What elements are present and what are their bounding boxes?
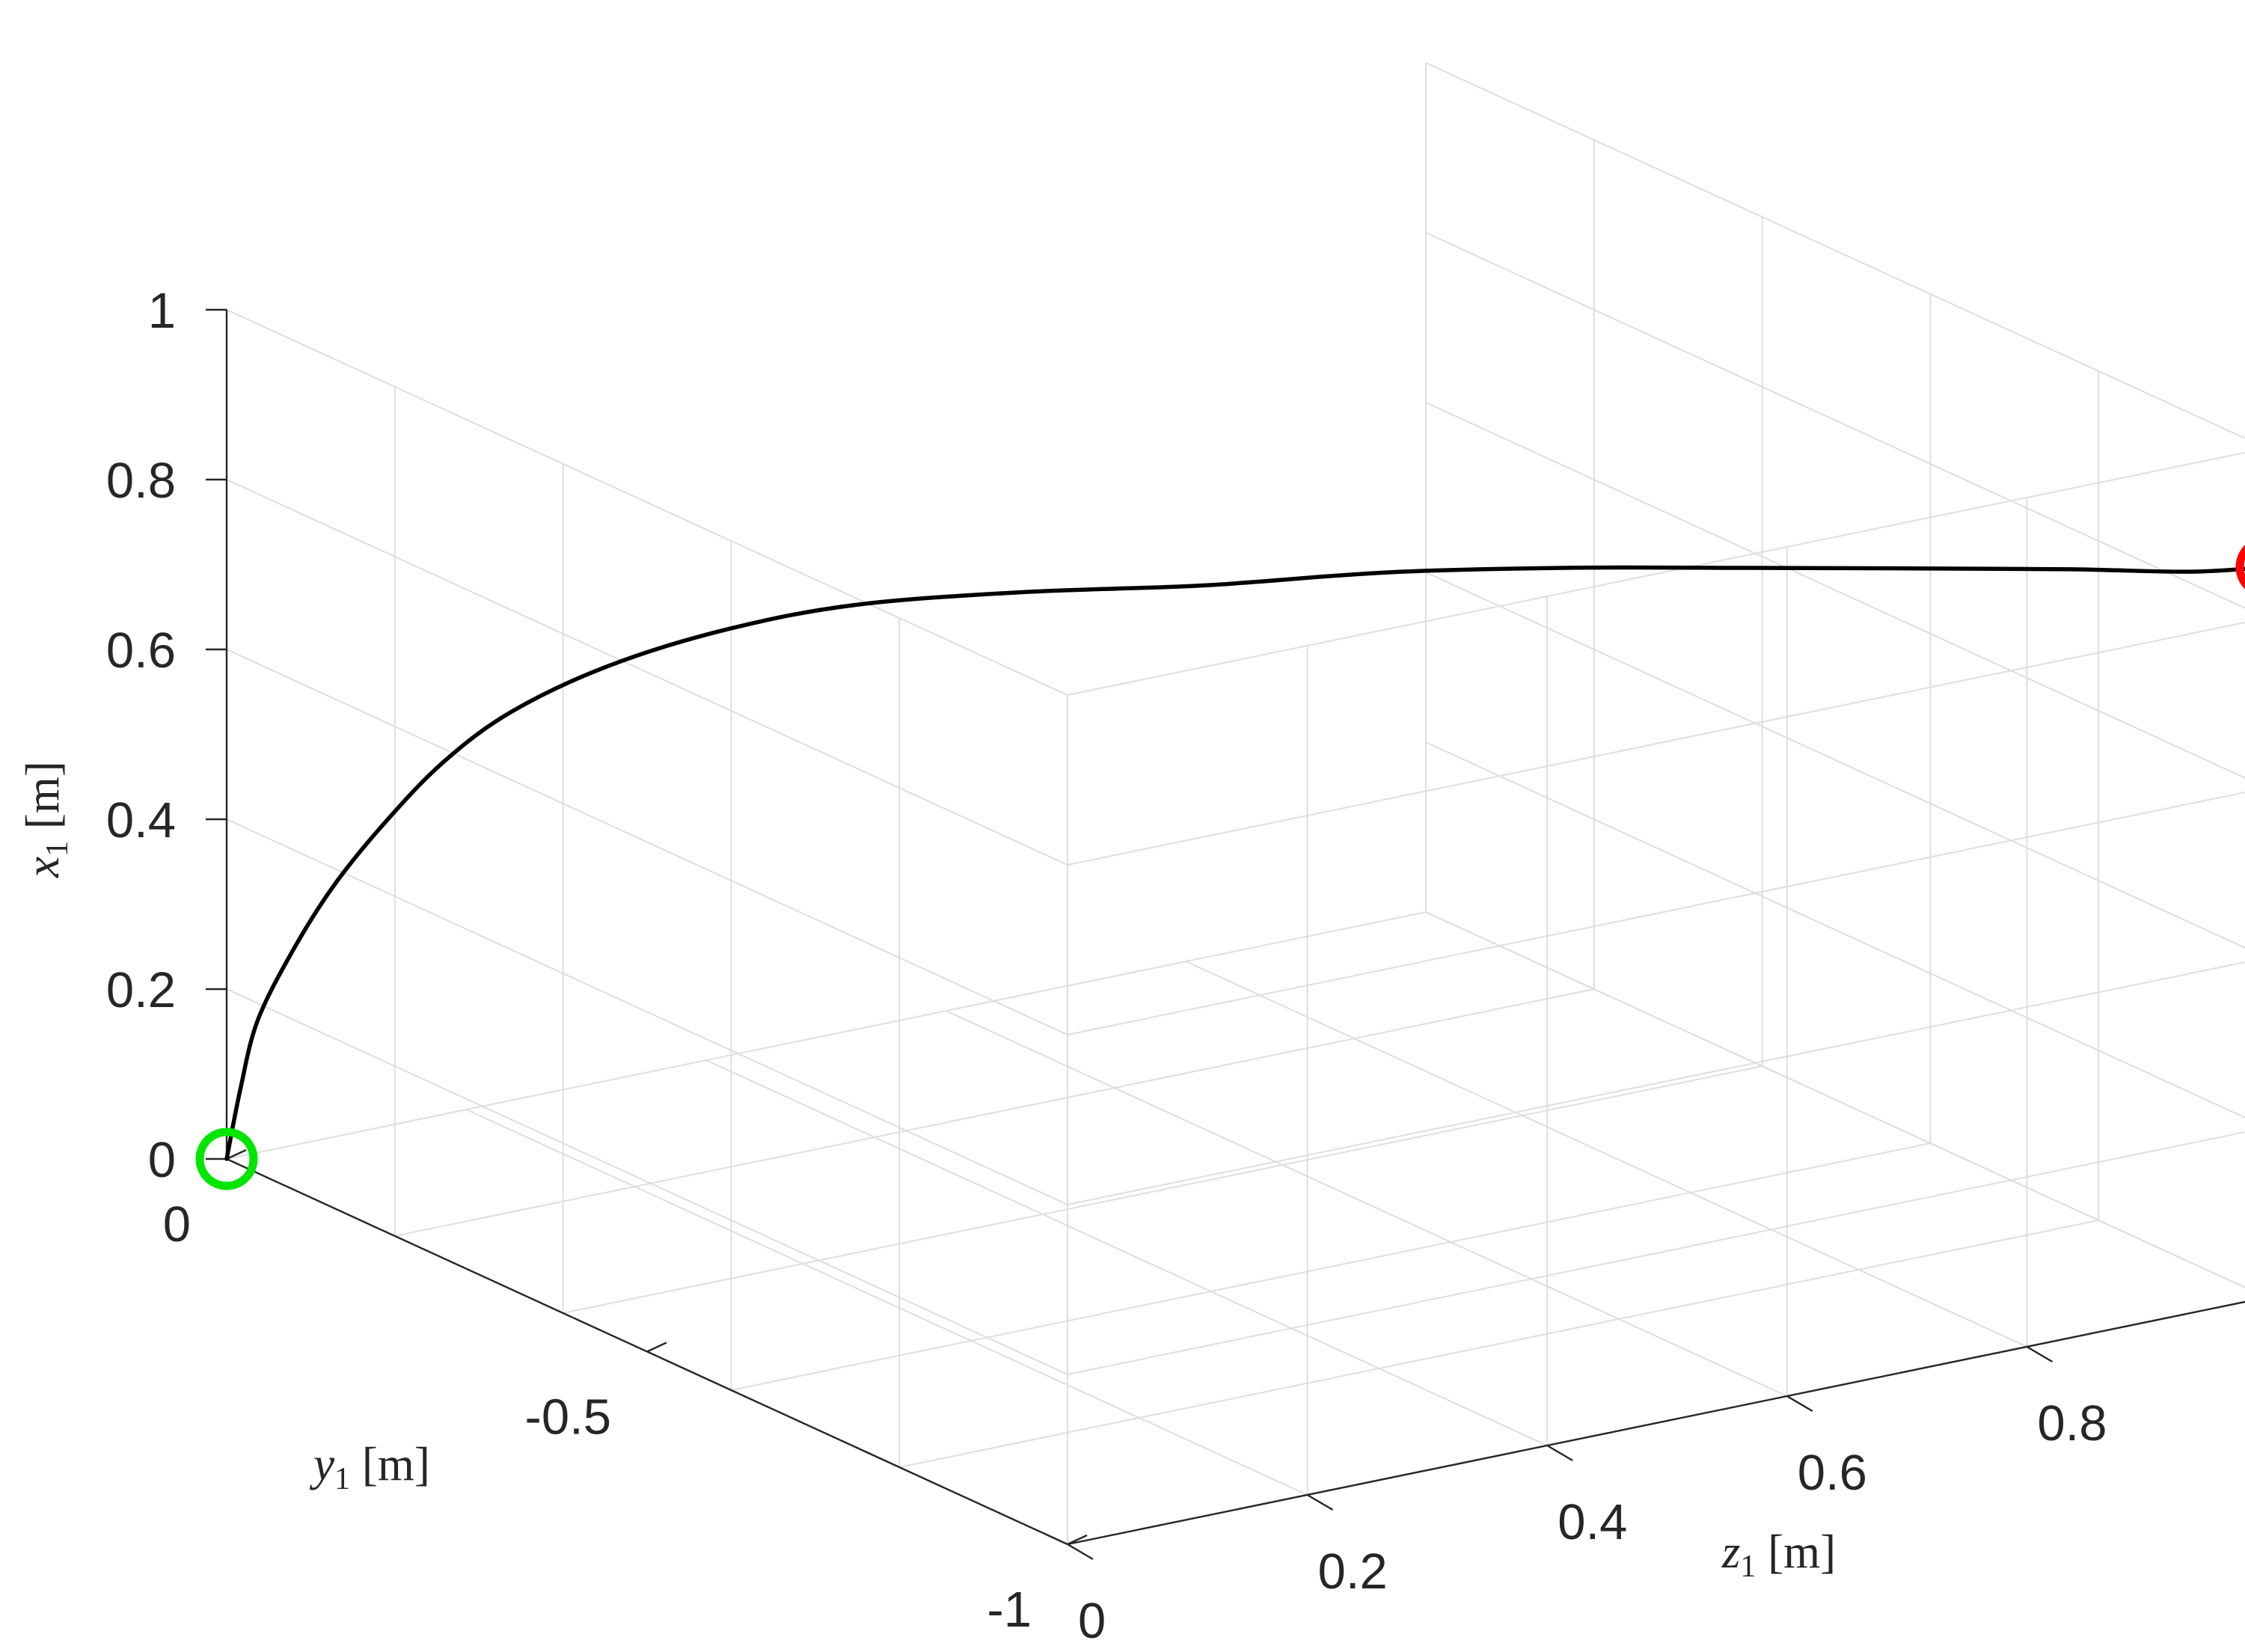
- grid-line: [705, 1059, 1548, 1446]
- x-tick-mark: [646, 1342, 667, 1353]
- grid-line: [1067, 1131, 2245, 1375]
- y-axis-line: [1067, 1300, 2245, 1546]
- z-tick-label: 0: [148, 1132, 176, 1188]
- grid-line: [394, 988, 1595, 1237]
- axes: [225, 310, 2245, 1546]
- grid-line: [226, 649, 1068, 1035]
- grid-line: [1425, 741, 2245, 1119]
- grid-line: [1067, 621, 2245, 866]
- grid-line: [898, 1220, 2099, 1468]
- grid: [226, 62, 2245, 1545]
- z-tick-label: 0.6: [106, 622, 176, 679]
- y-axis-label: z1 [m]: [1721, 1526, 1836, 1584]
- grid-line: [1425, 911, 2245, 1288]
- grid-line: [466, 1109, 1308, 1496]
- z-tick-label: 0.8: [106, 453, 176, 509]
- y-tick-mark: [1786, 1395, 1813, 1413]
- y-tick-label: 0.2: [1318, 1544, 1388, 1600]
- grid-line: [1185, 961, 2027, 1347]
- grid-line: [1425, 232, 2245, 609]
- series: [224, 565, 2245, 1161]
- y-tick-label: 0.8: [2037, 1395, 2107, 1451]
- grid-line: [1067, 791, 2245, 1035]
- axis-labels: x1 [m] y1 [m] z1 [m]: [16, 761, 1836, 1584]
- grid-line: [226, 479, 1068, 866]
- grid-line: [731, 1142, 1931, 1391]
- trajectory-line: [224, 565, 2245, 1161]
- grid-line: [1425, 911, 2245, 1288]
- grid-line: [1425, 572, 2245, 949]
- y-tick-mark: [1546, 1444, 1573, 1462]
- y-tick-label: 0.4: [1558, 1494, 1627, 1550]
- x-tick-mark: [226, 1148, 247, 1160]
- grid-line: [226, 819, 1068, 1205]
- grid-line: [946, 1010, 1788, 1397]
- y-tick-label: 0.6: [1798, 1445, 1867, 1501]
- x-tick-label: 0: [163, 1196, 191, 1252]
- x-axis-label: y1 [m]: [309, 1438, 430, 1496]
- z-axis-label: x1 [m]: [16, 761, 75, 878]
- grid-line: [563, 1065, 1762, 1314]
- grid-line: [1425, 62, 2245, 439]
- x-tick-label: -0.5: [525, 1389, 611, 1446]
- x-tick-label: -1: [987, 1582, 1032, 1638]
- x-tick-mark: [1067, 1534, 1088, 1546]
- end-marker: [2235, 545, 2245, 590]
- y-tick-mark: [1306, 1493, 1334, 1511]
- y-tick-mark: [2026, 1345, 2053, 1363]
- grid-line: [226, 988, 1068, 1375]
- z-tick-label: 0.2: [106, 962, 176, 1018]
- grid-line: [1067, 451, 2245, 696]
- z-tick-label: 1: [148, 283, 176, 339]
- z-tick-label: 0.4: [106, 792, 176, 848]
- grid-line: [226, 911, 1427, 1160]
- y-tick-mark: [1067, 1543, 1094, 1561]
- start-marker: [195, 1128, 258, 1190]
- grid-line: [226, 309, 1068, 696]
- grid-line: [1067, 961, 2245, 1205]
- markers: [195, 545, 2245, 1190]
- y-tick-label: 0: [1078, 1593, 1106, 1649]
- grid-line: [1425, 402, 2245, 779]
